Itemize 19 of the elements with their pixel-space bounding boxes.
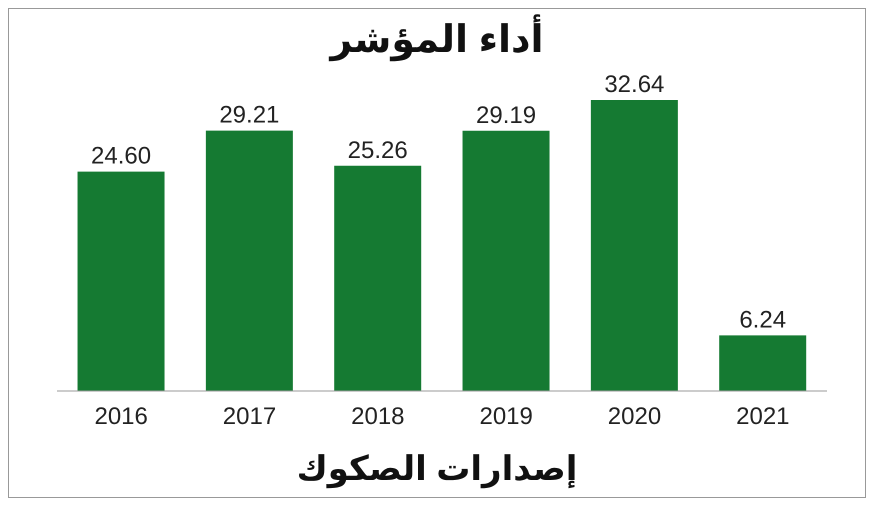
data-label: 6.24 [739, 306, 786, 334]
data-label: 29.21 [219, 102, 280, 129]
data-label: 25.26 [348, 136, 408, 164]
x-tick-label: 2020 [608, 403, 662, 430]
bar [334, 166, 422, 391]
data-label: 29.19 [476, 102, 536, 129]
bar [590, 100, 678, 391]
x-axis-title: إصدارات الصكوك [296, 449, 578, 489]
bar [462, 130, 550, 391]
data-label: 24.60 [91, 142, 152, 170]
bar [78, 172, 165, 391]
x-tick-label: 2017 [222, 403, 276, 430]
bar [206, 130, 293, 391]
x-tick-label: 2019 [479, 403, 533, 430]
x-tick-label: 2021 [736, 403, 790, 430]
x-tick-label: 2018 [351, 403, 405, 430]
x-tick-label: 2016 [94, 403, 148, 430]
bar [719, 335, 806, 391]
data-label: 32.64 [604, 71, 664, 98]
